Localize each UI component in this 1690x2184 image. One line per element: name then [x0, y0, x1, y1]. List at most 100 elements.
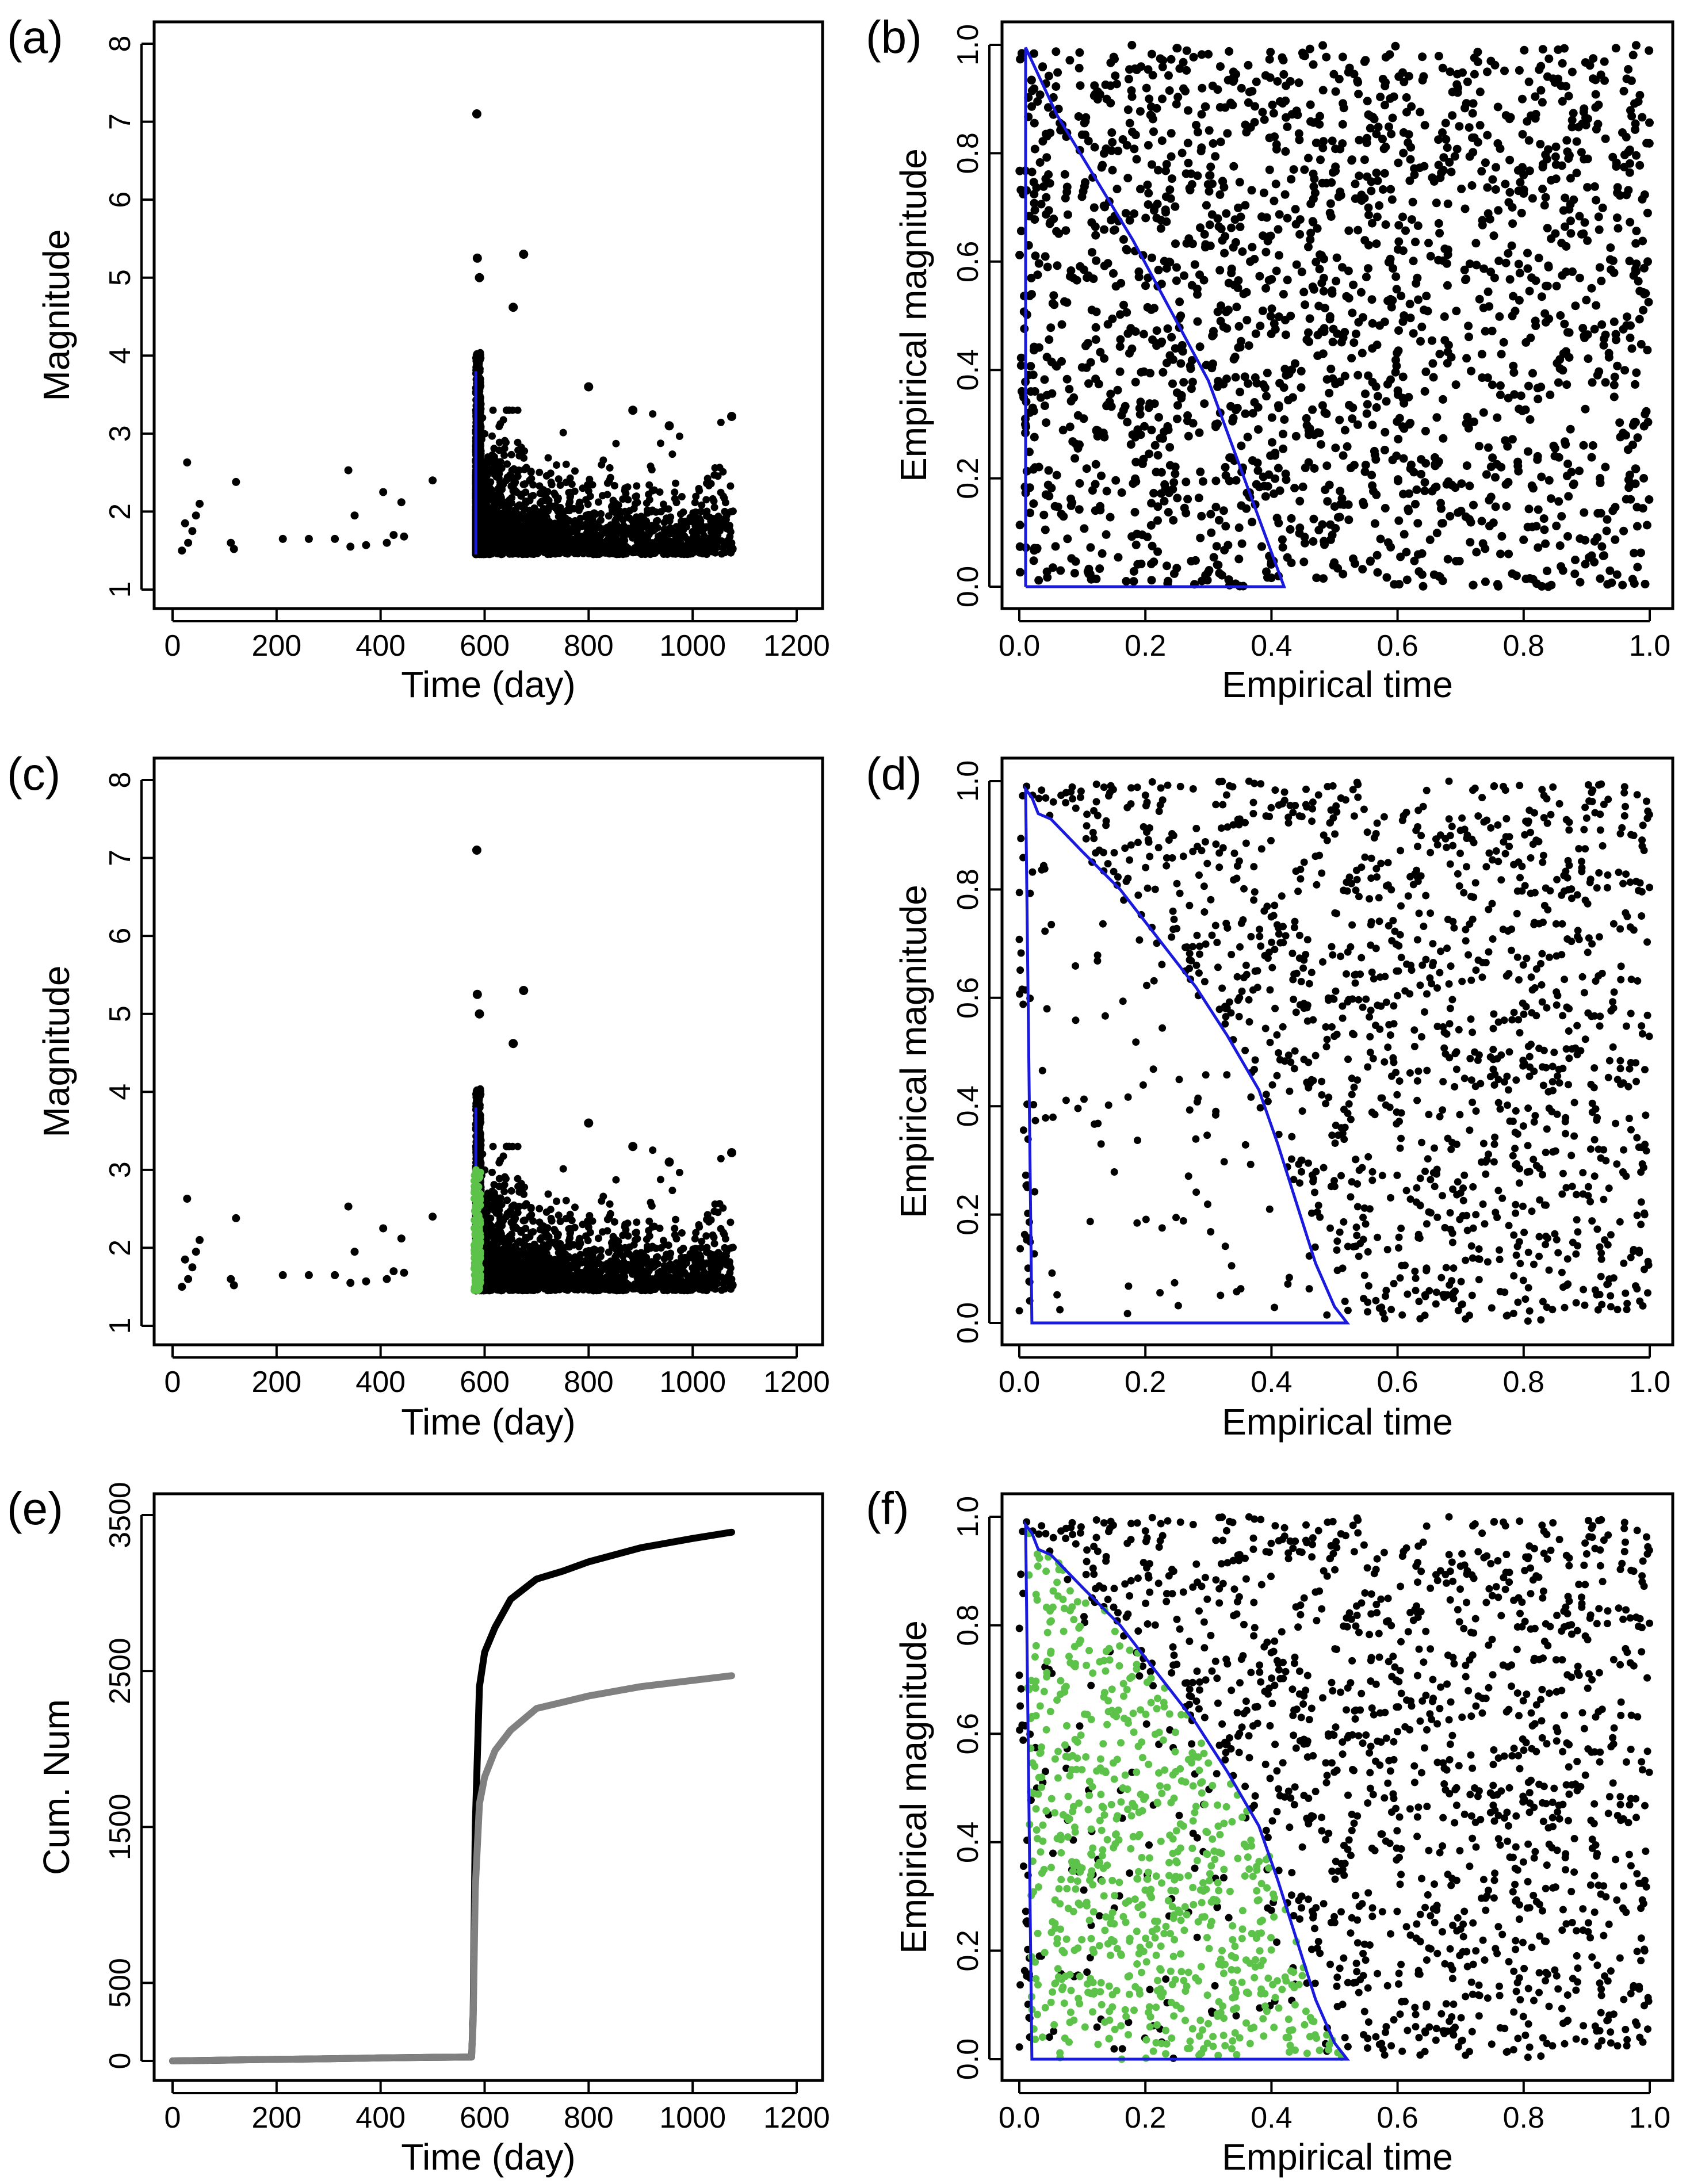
- panel-b-point: [1318, 86, 1328, 95]
- panel-b-point: [1374, 123, 1383, 132]
- panel-b-point: [1392, 361, 1401, 370]
- panel-b-point: [1525, 166, 1534, 175]
- panel-b-point: [1148, 253, 1156, 262]
- panel-a-event: [500, 452, 508, 459]
- panel-b-point: [1478, 373, 1487, 383]
- panel-b-point: [1244, 98, 1253, 107]
- panel-b-point: [1490, 60, 1500, 70]
- panel-b-point: [1075, 505, 1084, 514]
- panel-a-event: [518, 510, 526, 518]
- panel-a-event: [496, 420, 504, 428]
- panel-b-point: [1164, 508, 1173, 517]
- panel-b-point: [1495, 312, 1504, 321]
- panel-b-point: [1346, 464, 1355, 473]
- panel-b-point: [1417, 469, 1425, 479]
- panel-a-event: [629, 521, 637, 529]
- panel-b-point: [1603, 515, 1612, 524]
- panel-b-point: [1493, 413, 1502, 422]
- panel-b-point: [1097, 471, 1106, 480]
- panel-b-point: [1044, 206, 1053, 215]
- panel-b-point: [1632, 227, 1641, 236]
- panel-b-point: [1613, 224, 1623, 233]
- panel-a-background-event: [389, 531, 398, 540]
- panel-a-event: [702, 496, 710, 504]
- panel-b-point: [1270, 196, 1279, 205]
- panel-b-point: [1592, 301, 1601, 310]
- panel-b-point: [1184, 106, 1192, 115]
- panel-a-event: [579, 541, 587, 549]
- panel-a-event: [485, 547, 492, 554]
- panel-b-point: [1413, 550, 1423, 559]
- panel-a-xtick-label: 200: [251, 629, 301, 663]
- panel-b-point: [1378, 75, 1387, 83]
- panel-b-point: [1351, 330, 1360, 338]
- panel-b-point: [1072, 276, 1081, 285]
- panel-b-point: [1627, 344, 1637, 353]
- panel-b-point: [1322, 461, 1332, 471]
- panel-b-point: [1063, 534, 1072, 544]
- panel-b-point: [1391, 41, 1400, 51]
- panel-b-point: [1332, 277, 1341, 286]
- panel-b-point: [1227, 223, 1236, 232]
- panel-b-point: [1481, 158, 1490, 167]
- panel-a-event: [611, 530, 619, 538]
- panel-b-point: [1153, 451, 1163, 460]
- panel-b-point: [1595, 367, 1604, 376]
- panel-a-large-event: [628, 406, 638, 415]
- panel-b-point: [1448, 87, 1457, 97]
- panel-b-point: [1492, 163, 1501, 172]
- panel-b-point: [1538, 185, 1547, 193]
- panel-b-point: [1409, 257, 1418, 266]
- panel-b-point: [1193, 317, 1202, 326]
- panel-b-point: [1211, 152, 1220, 161]
- panel-a-event: [691, 508, 699, 516]
- panel-b-point: [1641, 289, 1650, 298]
- panel-a-event: [506, 513, 514, 521]
- panel-b-point: [1418, 52, 1427, 62]
- panel-b-point: [1508, 435, 1517, 444]
- panel-b-point: [1544, 261, 1553, 270]
- panel-a-event: [559, 508, 567, 517]
- panel-b-point: [1520, 45, 1529, 55]
- panel-b-point: [1439, 395, 1447, 404]
- panel-b-point: [1197, 143, 1206, 152]
- panel-b-point: [1485, 496, 1494, 505]
- panel-b-point: [1275, 378, 1284, 388]
- panel-b-point: [1420, 487, 1429, 495]
- panel-b-point: [1195, 428, 1204, 437]
- panel-b-point: [1442, 135, 1451, 144]
- panel-b-point: [1356, 288, 1366, 297]
- panel-b-point: [1514, 186, 1523, 196]
- panel-a-event: [634, 532, 643, 540]
- panel-b-point: [1123, 105, 1133, 114]
- panel-b-point: [1539, 514, 1548, 523]
- panel-b-point: [1136, 397, 1145, 407]
- panel-b-point: [1367, 295, 1377, 304]
- panel-b-point: [1221, 462, 1230, 472]
- panel-b-point: [1029, 556, 1038, 565]
- panel-b-point: [1536, 62, 1546, 71]
- panel-b-point: [1585, 61, 1595, 70]
- panel-a-event: [576, 514, 584, 522]
- panel-b-point: [1555, 541, 1565, 550]
- panel-b-point: [1042, 153, 1052, 162]
- panel-b-point: [1100, 202, 1109, 212]
- panel-b-point: [1052, 471, 1061, 480]
- panel-b-point: [1313, 428, 1322, 437]
- panel-b-point: [1231, 373, 1240, 382]
- panel-b-point: [1483, 183, 1492, 192]
- panel-b-point: [1633, 433, 1642, 442]
- panel-a-xtick-label: 400: [355, 629, 406, 663]
- panel-a-event: [594, 498, 602, 506]
- panel-b-point: [1474, 442, 1483, 451]
- panel-b-point: [1029, 407, 1038, 416]
- panel-b-point: [1414, 295, 1423, 304]
- panel-a-large-event: [472, 109, 481, 118]
- panel-b-point: [1394, 434, 1403, 443]
- panel-b-point: [1409, 329, 1418, 338]
- panel-b-point: [1045, 335, 1054, 344]
- panel-a-event: [547, 479, 555, 486]
- panel-b-point: [1643, 208, 1652, 217]
- panel-b-point: [1505, 155, 1515, 165]
- panel-b-point: [1515, 404, 1524, 414]
